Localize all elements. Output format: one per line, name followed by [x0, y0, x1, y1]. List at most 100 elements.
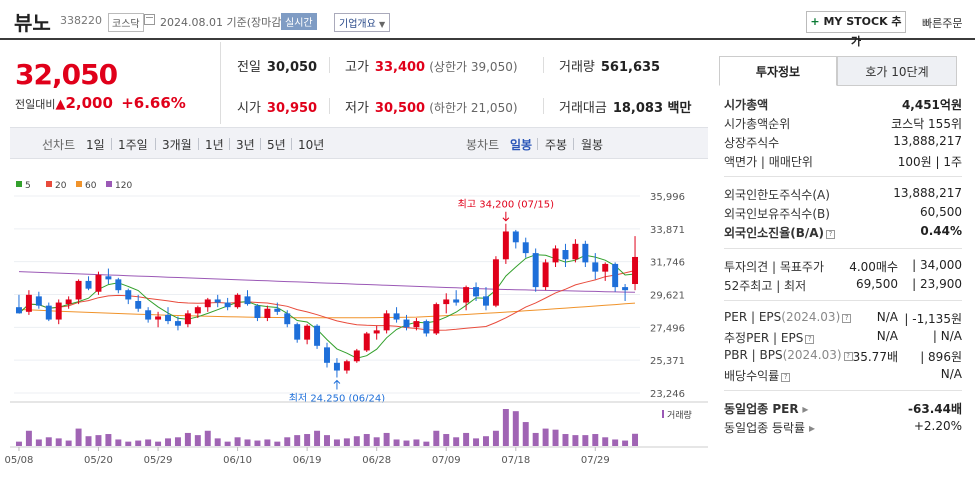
- tab-daily[interactable]: 일봉: [510, 138, 533, 152]
- candle-body: [95, 274, 102, 292]
- candle-body: [65, 299, 72, 305]
- sector-rate-row[interactable]: 동일업종 등락률 ▸ +2.20%: [724, 419, 962, 435]
- volume-bar: [105, 434, 112, 446]
- volume-bar: [483, 436, 489, 446]
- tab-3years[interactable]: 3년: [236, 138, 255, 152]
- volume-bar: [413, 439, 420, 446]
- divider: [155, 138, 156, 150]
- tab-1year[interactable]: 1년: [205, 138, 224, 152]
- x-tick-label: 07/29: [581, 455, 610, 466]
- volume-bar: [274, 441, 281, 446]
- volume-bar: [453, 437, 460, 446]
- divider: [543, 57, 544, 73]
- volume-bar: [532, 432, 539, 446]
- candle-body: [75, 280, 82, 300]
- candle-body: [274, 308, 281, 312]
- ma5-line: [18, 254, 636, 359]
- tab-1week[interactable]: 1주일: [118, 138, 148, 152]
- tab-5years[interactable]: 5년: [267, 138, 286, 152]
- foreign-ratio-row: 외국인소진율(B/A)? 0.44%: [724, 224, 962, 240]
- candle-body: [463, 287, 470, 303]
- help-icon[interactable]: ?: [826, 230, 836, 239]
- sector-per-row[interactable]: 동일업종 PER ▸ -63.44배: [724, 402, 962, 416]
- volume-bar: [542, 428, 549, 446]
- quote-open: 시가 30,950: [237, 101, 318, 116]
- change-rate: +6.66%: [121, 94, 186, 112]
- tab-10years[interactable]: 10년: [298, 138, 325, 152]
- candle-body: [224, 302, 231, 308]
- tab-investment-info[interactable]: 투자정보: [719, 56, 837, 86]
- company-overview-dropdown[interactable]: 기업개요 ▼: [334, 13, 391, 32]
- volume-bar: [463, 432, 470, 446]
- volume-bar: [522, 422, 529, 446]
- tab-monthly[interactable]: 월봉: [581, 138, 604, 152]
- tab-orderbook-10[interactable]: 호가 10단계: [837, 56, 957, 86]
- divider: [111, 138, 112, 150]
- candle-body: [612, 263, 619, 288]
- candle-body: [254, 305, 261, 319]
- tab-weekly[interactable]: 주봉: [545, 138, 568, 152]
- y-tick-label: 29,621: [650, 291, 685, 302]
- volume-bar: [572, 435, 579, 446]
- volume-bar: [592, 434, 599, 446]
- add-my-stock-button[interactable]: + MY STOCK 추가: [806, 11, 906, 48]
- par-value-row: 액면가 | 매매단위 100원 | 1주: [724, 155, 962, 169]
- divider: [329, 57, 330, 73]
- help-icon[interactable]: ?: [842, 314, 852, 323]
- volume-bar: [284, 437, 291, 446]
- volume-bar: [55, 438, 62, 446]
- volume-bar: [363, 434, 370, 446]
- candlestick-chart[interactable]: 5 20 60 120 35,996 33,871 31,746 29,621 27,496 25…: [0, 160, 710, 479]
- divider: [573, 138, 574, 150]
- candle-body: [125, 290, 132, 300]
- chevron-right-icon: ▸: [808, 421, 815, 435]
- legend-label: 20: [55, 181, 67, 191]
- help-icon[interactable]: ?: [805, 335, 815, 344]
- tab-1day[interactable]: 1일: [86, 138, 105, 152]
- quick-order-link[interactable]: 빠른주문: [922, 17, 963, 30]
- volume-bar: [85, 436, 92, 446]
- candle-body: [632, 256, 639, 285]
- tab-3months[interactable]: 3개월: [162, 138, 192, 152]
- candle-body: [55, 302, 62, 320]
- x-tick-label: 05/20: [84, 455, 113, 466]
- volume-bar: [622, 440, 629, 446]
- divider: [724, 300, 962, 301]
- x-tick-label: 05/29: [144, 455, 173, 466]
- candle-body: [512, 231, 519, 243]
- candle-body: [542, 262, 549, 288]
- divider: [724, 176, 962, 177]
- x-tick-label: 06/19: [293, 455, 322, 466]
- divider: [329, 98, 330, 114]
- ma60-line: [18, 302, 636, 319]
- candle-body: [15, 307, 22, 314]
- divider: [724, 390, 962, 391]
- volume-bar: [304, 434, 311, 446]
- candle-body: [284, 313, 291, 325]
- quote-volume: 거래량 561,635: [559, 60, 661, 75]
- volume-bar: [234, 437, 241, 446]
- volume-bar: [45, 437, 52, 446]
- help-icon[interactable]: ?: [843, 352, 853, 361]
- candle-body: [473, 287, 480, 297]
- tab-candle-chart[interactable]: 봉차트: [466, 138, 500, 152]
- opinion-row: 투자의견 | 목표주가 4.00매수 | 34,000: [724, 258, 962, 274]
- realtime-button[interactable]: 실시간: [281, 13, 317, 30]
- volume-bar: [135, 440, 142, 446]
- divider: [543, 98, 544, 114]
- candle-body: [264, 308, 271, 319]
- tab-line-chart[interactable]: 선차트: [42, 138, 76, 152]
- candle-body: [135, 301, 142, 309]
- quote-grid: 전일 30,050 고가 33,400 (상한가 39,050) 거래량 561,63…: [220, 42, 708, 124]
- volume-bar: [582, 435, 589, 446]
- volume-bar: [165, 438, 171, 446]
- quote-amount: 거래대금 18,083 백만: [559, 101, 692, 116]
- x-tick-label: 07/09: [432, 455, 461, 466]
- per-eps-row: PER | EPS(2024.03)? N/A | -1,135원: [724, 310, 962, 326]
- divider: [724, 248, 962, 249]
- price-change: 전일대비▲2,000 +6.66%: [15, 94, 186, 112]
- candle-body: [85, 280, 92, 289]
- dividend-row: 배당수익률? N/A: [724, 367, 962, 383]
- foreign-holdings-row: 외국인보유주식수(B) 60,500: [724, 205, 962, 221]
- help-icon[interactable]: ?: [781, 373, 791, 382]
